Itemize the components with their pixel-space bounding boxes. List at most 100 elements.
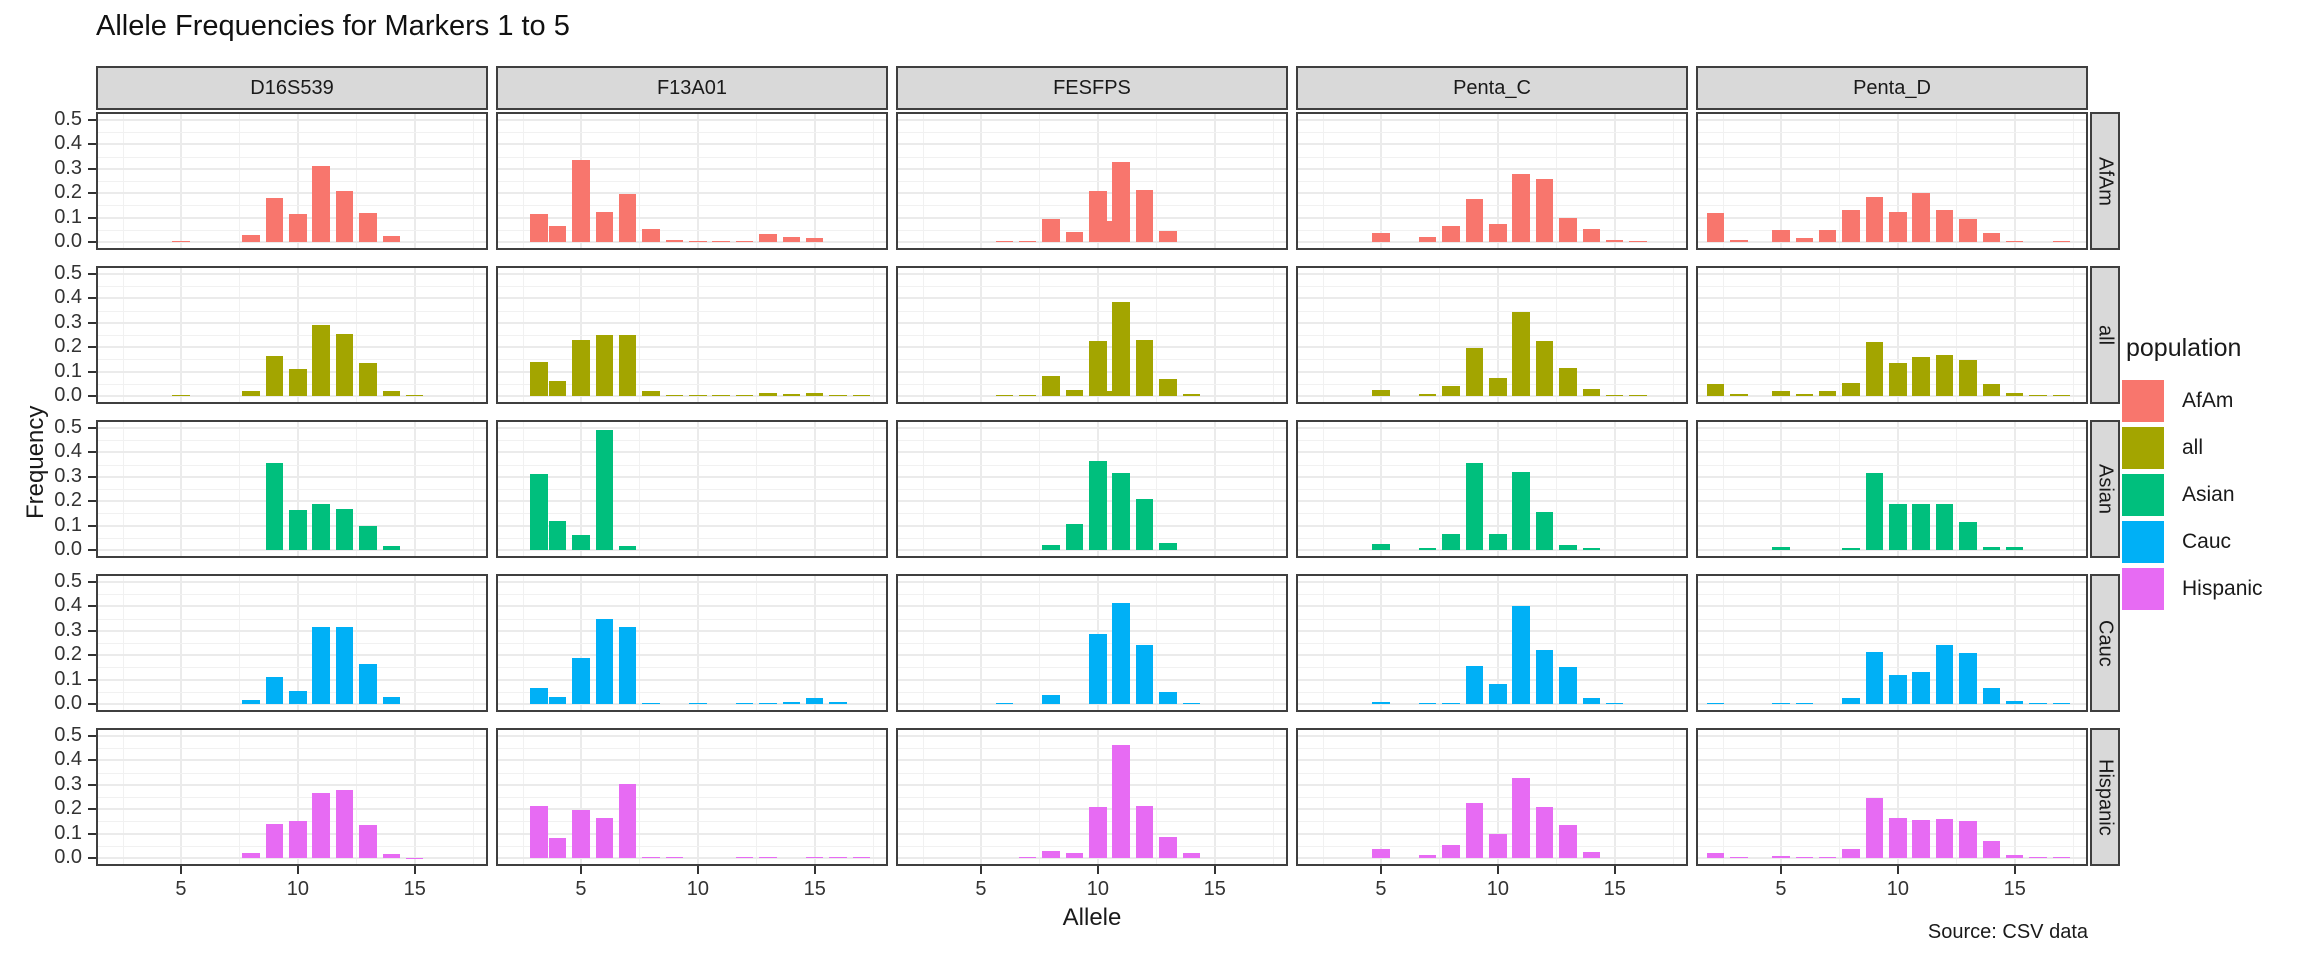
bar	[2052, 240, 2071, 242]
facet-panel	[896, 266, 1288, 404]
y-tick-label: 0.4	[54, 440, 82, 463]
bar	[1418, 236, 1437, 242]
gridline-y-minor	[1698, 335, 2086, 336]
y-tick-label: 0.3	[54, 310, 82, 333]
bar	[1512, 777, 1530, 858]
bar	[1535, 178, 1554, 242]
bar	[1512, 471, 1530, 550]
panel-plot-area	[1298, 268, 1686, 402]
bar	[289, 690, 307, 704]
x-tick-label: 5	[975, 878, 987, 900]
bar	[618, 546, 637, 550]
gridline-y-major	[1298, 451, 1686, 454]
x-tick-mark	[979, 866, 982, 874]
facet-column-strip: Penta_C	[1296, 66, 1688, 110]
gridline-y-major	[1698, 759, 2086, 762]
gridline-y-major	[898, 167, 1286, 170]
bar	[1730, 394, 1748, 396]
bar	[335, 333, 354, 396]
bar	[1418, 548, 1437, 550]
bar	[759, 703, 777, 704]
x-tick-mark	[696, 866, 699, 874]
bar	[1089, 341, 1107, 396]
y-tick-label: 0.2	[54, 335, 82, 358]
gridline-y-minor	[498, 618, 886, 620]
bar	[1512, 173, 1530, 242]
gridline-y-minor	[1298, 594, 1686, 596]
gridline-y-major	[1698, 475, 2086, 478]
gridline-y-major	[898, 119, 1286, 122]
gridline-y-minor	[1698, 156, 2086, 158]
y-tick-mark	[88, 759, 96, 762]
bar	[1982, 547, 2001, 550]
bar	[1442, 702, 1460, 704]
x-tick-mark	[1213, 866, 1216, 874]
gridline-y-minor	[98, 667, 486, 669]
gridline-y-major	[1298, 370, 1686, 373]
gridline-y-minor	[98, 464, 486, 466]
bar	[829, 394, 847, 396]
gridline-y-minor	[498, 156, 886, 158]
y-tick-mark	[88, 783, 96, 786]
facet-panel	[1296, 728, 1688, 866]
y-tick-label: 0.0	[54, 537, 82, 560]
gridline-y-major	[1298, 273, 1686, 276]
y-tick-label: 0.0	[54, 845, 82, 868]
y-tick-label: 0.5	[54, 724, 82, 747]
x-tick-mark	[813, 866, 816, 874]
gridline-y-major	[498, 475, 886, 478]
gridline-y-major	[1298, 192, 1686, 195]
panel-plot-area	[98, 576, 486, 710]
gridline-y-major	[898, 273, 1286, 276]
gridline-y-minor	[898, 797, 1286, 798]
bar	[530, 361, 548, 396]
facet-panel	[1696, 574, 2088, 712]
bar	[1772, 547, 1790, 550]
bar	[805, 697, 824, 704]
bar	[1959, 521, 1977, 550]
bar	[618, 783, 637, 858]
gridline-y-minor	[98, 594, 486, 596]
x-tick-label: 15	[1203, 878, 1226, 900]
y-tick-mark	[88, 192, 96, 195]
gridline-y-major	[98, 735, 486, 738]
bar	[642, 391, 660, 396]
gridline-y-minor	[1298, 667, 1686, 669]
bar	[1159, 231, 1177, 242]
gridline-y-major	[1298, 216, 1686, 219]
gridline-y-major	[898, 629, 1286, 632]
gridline-y-minor	[498, 335, 886, 336]
gridline-y-major	[498, 629, 886, 632]
gridline-y-minor	[498, 464, 886, 466]
panel-plot-area	[1698, 730, 2086, 864]
bar	[2005, 701, 2024, 704]
gridline-y-major	[1698, 500, 2086, 503]
gridline-y-minor	[1298, 181, 1686, 182]
bar	[689, 241, 707, 242]
bar	[312, 166, 330, 242]
panel-plot-area	[498, 730, 886, 864]
x-tick-label: 10	[1886, 878, 1909, 900]
x-tick-mark	[296, 866, 299, 874]
bar	[265, 355, 284, 396]
bar	[1772, 702, 1790, 704]
gridline-y-minor	[498, 821, 886, 823]
gridline-y-minor	[1298, 286, 1686, 288]
gridline-y-major	[1298, 605, 1686, 608]
bar	[689, 395, 707, 396]
gridline-y-minor	[1698, 132, 2086, 134]
x-tick-label: 10	[1486, 878, 1509, 900]
y-tick-mark	[88, 581, 96, 584]
y-tick-label: 0.0	[54, 229, 82, 252]
facet-panel	[496, 574, 888, 712]
bar	[1096, 221, 1114, 242]
source-caption: Source: CSV data	[1927, 921, 2088, 943]
y-tick-mark	[88, 654, 96, 657]
y-tick-label: 0.0	[54, 691, 82, 714]
gridline-y-major	[1298, 475, 1686, 478]
gridline-y-minor	[1298, 643, 1686, 644]
bar	[405, 395, 424, 396]
gridline-y-major	[98, 321, 486, 324]
gridline-y-major	[1298, 735, 1686, 738]
bar	[1465, 348, 1484, 396]
